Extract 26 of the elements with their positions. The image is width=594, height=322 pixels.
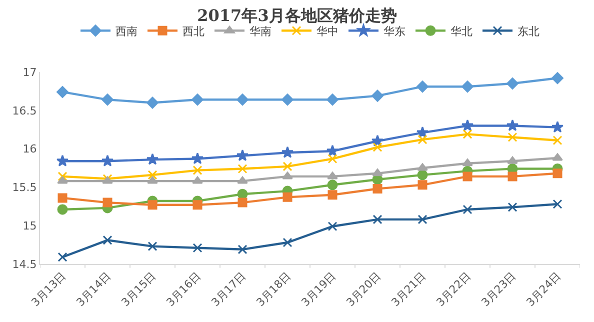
x-tick-label: 3月14日 — [74, 270, 114, 310]
chart-title: 2017年3月各地区猪价走势 — [197, 6, 397, 25]
x-tick-label: 3月20日 — [344, 270, 384, 310]
x-tick-label: 3月21日 — [388, 270, 429, 310]
y-tick-label: 15 — [22, 219, 37, 232]
legend-label: 华东 — [384, 24, 406, 38]
x-tick-label: 3月22日 — [434, 270, 474, 310]
y-tick-label: 14.5 — [12, 258, 37, 271]
x-tick-label: 3月19日 — [298, 270, 339, 310]
x-tick-label: 3月16日 — [164, 270, 204, 310]
x-tick-label: 3月13日 — [28, 270, 69, 310]
legend-label: 西南 — [116, 24, 138, 38]
legend-label: 华中 — [316, 24, 338, 38]
legend-label: 华北 — [450, 24, 472, 38]
x-tick-label: 3月17日 — [208, 270, 249, 310]
legend-label: 东北 — [518, 24, 540, 38]
y-tick-label: 16 — [22, 142, 37, 156]
x-tick-label: 3月15日 — [118, 270, 159, 310]
x-tick-label: 3月24日 — [524, 270, 564, 310]
legend-label: 华南 — [250, 24, 272, 38]
x-tick-label: 3月23日 — [478, 270, 519, 310]
x-tick-label: 3月18日 — [254, 270, 294, 310]
y-tick-label: 16.5 — [12, 104, 37, 118]
y-tick-label: 15.5 — [12, 181, 37, 194]
legend-label: 西北 — [182, 24, 204, 38]
y-tick-label: 17 — [22, 66, 37, 79]
